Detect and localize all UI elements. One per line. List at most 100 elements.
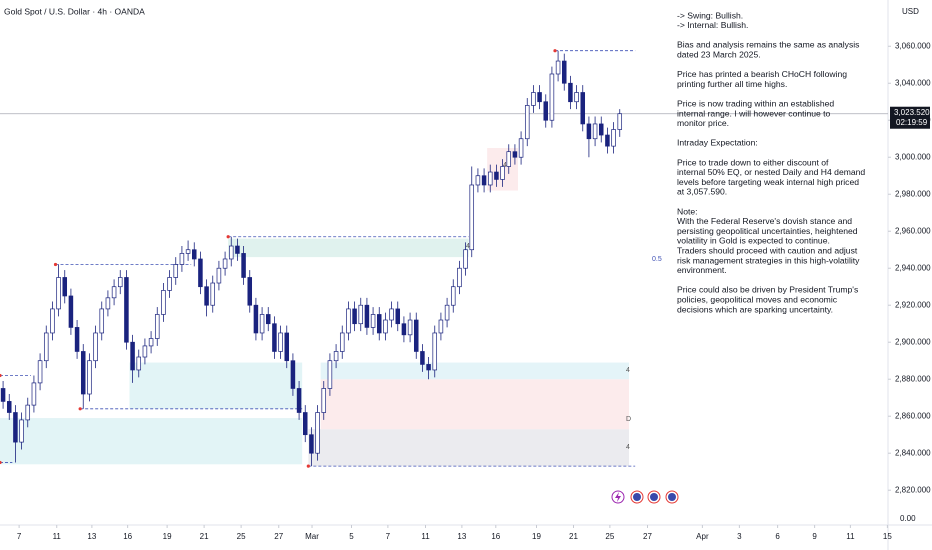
x-tick-label: 19 [163, 532, 172, 541]
y-tick-label: 2,820.000 [895, 485, 931, 494]
note-line: decisions which are sparking uncertainty… [677, 304, 833, 314]
x-tick-label: 21 [569, 532, 578, 541]
event-icon-glyph [615, 492, 621, 502]
candle-body [62, 277, 68, 297]
candle-body [358, 304, 364, 325]
annotation: D [626, 416, 631, 423]
candle-body [327, 360, 333, 389]
candle-body [549, 73, 555, 121]
candle-body [161, 290, 166, 315]
candle-body [13, 412, 18, 443]
level-point [226, 235, 230, 239]
candle-body [611, 129, 616, 147]
candle-body [531, 92, 536, 106]
note-line: volatility in Gold is expected to contin… [677, 236, 830, 246]
candle-body [148, 338, 154, 347]
candle-body [543, 101, 549, 121]
event-icon-glyph [668, 493, 676, 501]
candle-body [173, 264, 179, 278]
y-tick-label: 2,860.000 [895, 411, 931, 420]
candle-body [432, 332, 438, 371]
level-point [78, 407, 82, 411]
candle-body [568, 82, 573, 103]
annotation: 4 [466, 243, 470, 250]
note-line: Intraday Expectation: [677, 138, 758, 148]
candle-body [284, 332, 290, 362]
candle-body [420, 351, 425, 365]
candle-body [87, 360, 92, 395]
candle-body [364, 304, 370, 328]
note-line: Traders should proceed with caution and … [677, 245, 858, 255]
y-tick-label: 2,920.000 [895, 300, 931, 309]
x-tick-label: 25 [605, 532, 614, 541]
y-tick-label: 2,900.000 [895, 337, 931, 346]
candle-body [210, 282, 216, 306]
candle-body [302, 412, 308, 436]
x-tick-label: 25 [237, 532, 246, 541]
note-line: -> Swing: Bullish. [677, 10, 743, 20]
note-line: policies, geopolitical moves and economi… [677, 294, 838, 304]
candle-body [259, 314, 265, 334]
level-point [0, 373, 2, 378]
zone [129, 362, 303, 409]
candle-body [580, 92, 586, 125]
candle-body [6, 401, 12, 413]
candle-body [272, 323, 277, 352]
x-tick-label: 5 [349, 532, 354, 541]
candle-body [389, 308, 394, 321]
x-tick-label: 13 [457, 532, 466, 541]
countdown: 02:19:59 [896, 118, 928, 127]
candle-body [265, 314, 271, 325]
candle-body [555, 60, 561, 75]
note-line: Price has printed a bearish CHoCH follow… [677, 69, 847, 79]
annotation: 4 [503, 162, 507, 169]
candle-body [438, 319, 444, 334]
level-point [553, 49, 557, 53]
x-tick-label: 11 [846, 532, 855, 541]
candle-body [370, 314, 376, 328]
candle-body [309, 434, 314, 454]
note-line: -> Internal: Bullish. [677, 20, 748, 30]
candle-body [241, 253, 246, 278]
candle-body [574, 92, 579, 103]
event-icon-glyph [650, 493, 658, 501]
x-tick-label: 6 [775, 532, 780, 541]
note-line: at 3,057.590. [677, 187, 727, 197]
candle-body [130, 341, 135, 371]
candle-body [50, 308, 55, 334]
candle-body [43, 332, 49, 362]
candle-body [56, 277, 61, 310]
note-line: Price to trade down to either discount o… [677, 157, 829, 167]
y-tick-label: 2,940.000 [895, 263, 931, 272]
candle-body [216, 267, 222, 284]
note-line: Price could also be driven by President … [677, 285, 858, 295]
candle-body [457, 267, 462, 288]
annotation: 4 [626, 444, 630, 451]
candle-body [561, 60, 567, 84]
note-line: monitor price. [677, 118, 729, 128]
x-tick-label: Apr [696, 532, 709, 541]
candle-body [228, 245, 234, 260]
levels [0, 49, 888, 468]
candle-body [198, 258, 203, 288]
candle-body [93, 332, 98, 362]
note-line: Note: [677, 206, 698, 216]
candle-body [296, 388, 302, 413]
level-point [53, 262, 58, 267]
x-tick-label: 16 [123, 532, 132, 541]
note-line: printing further all time highs. [677, 79, 787, 89]
candle-body [333, 351, 339, 362]
candle-body [105, 297, 111, 310]
candle-body [235, 245, 240, 254]
zone [320, 379, 629, 430]
candle-body [598, 123, 604, 136]
candle-body [407, 319, 413, 336]
candle-body [0, 388, 6, 402]
candle-body [68, 295, 74, 328]
candle-body [222, 258, 228, 269]
x-tick-label: 7 [17, 532, 22, 541]
note-line: environment. [677, 265, 727, 275]
candle-body [413, 319, 419, 352]
candle-body [481, 175, 487, 186]
